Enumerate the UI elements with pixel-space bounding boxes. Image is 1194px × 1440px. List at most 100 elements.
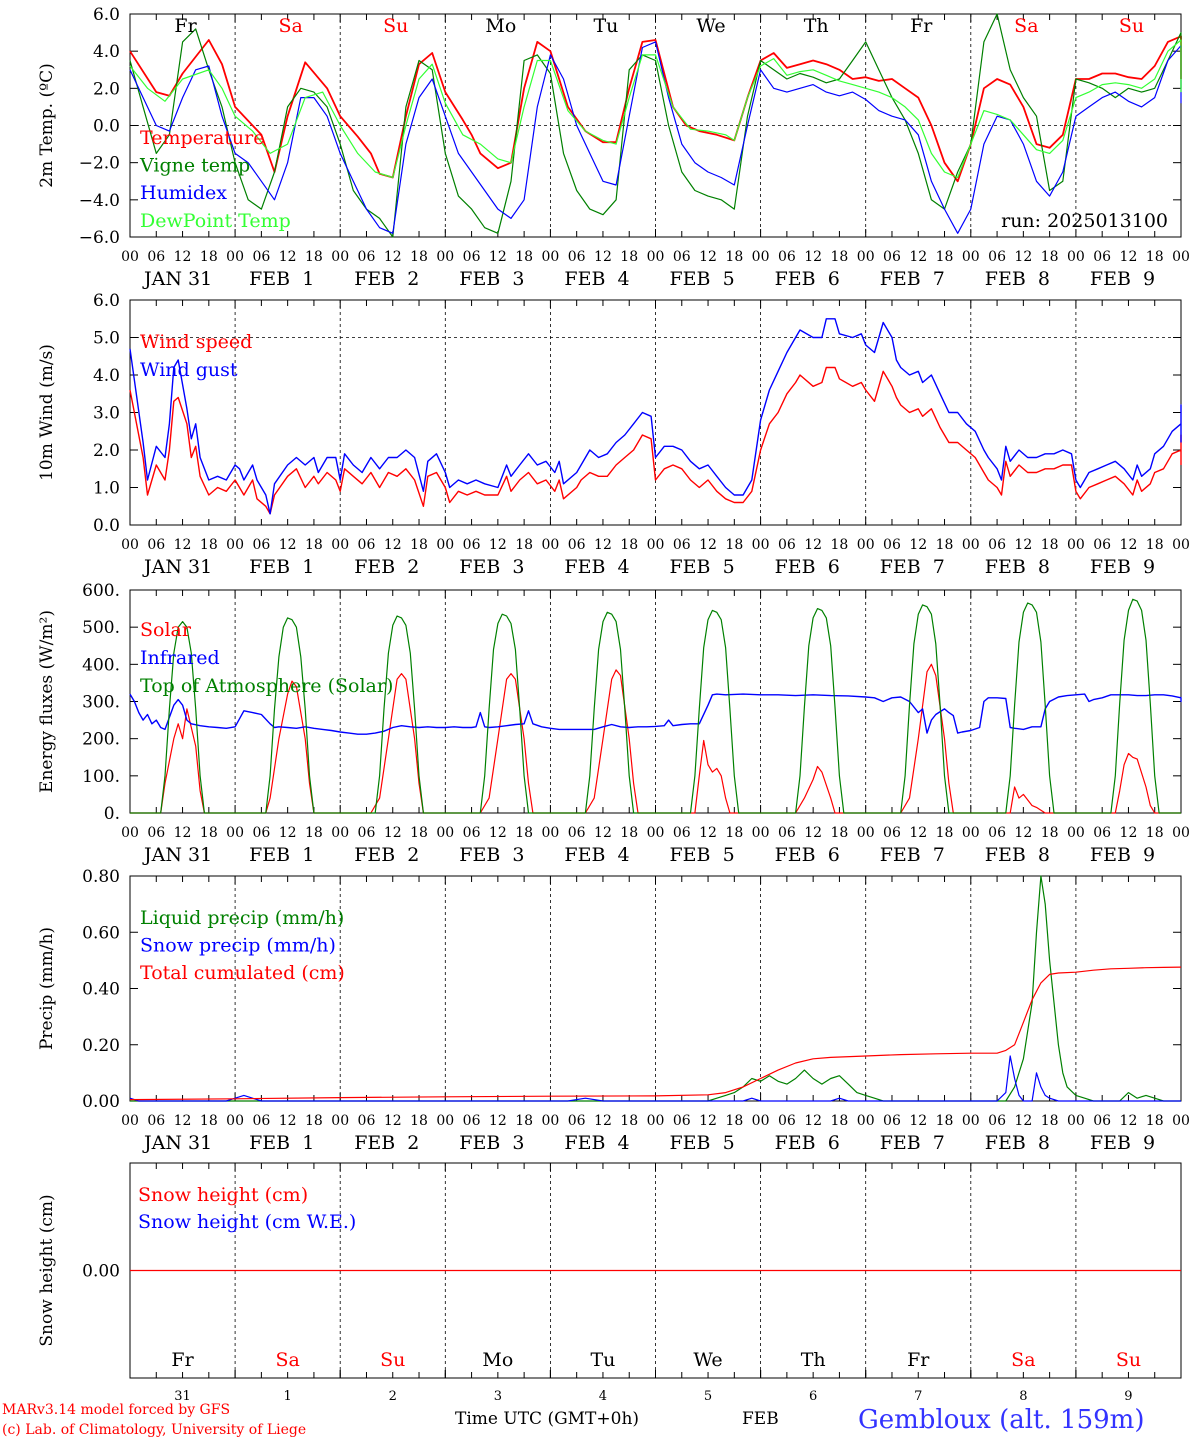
y-tick-label: 400. [82,655,120,675]
hour-tick-label: 00 [226,249,244,265]
series-line-top-of-atmosphere-solar- [130,598,1181,814]
hour-tick-label: 00 [436,249,454,265]
hour-tick-label: 06 [883,825,901,841]
legend-entry: Wind gust [140,359,238,381]
hour-tick-label: 12 [1120,249,1138,265]
hour-tick-label: 12 [279,1113,297,1129]
hour-tick-label: 18 [936,537,954,553]
day-label: FEB 2 [354,268,419,290]
hour-tick-label: 18 [620,537,638,553]
hour-tick-label: 00 [121,1113,139,1129]
day-label: FEB 3 [459,268,524,290]
day-label: FEB 2 [354,1132,419,1154]
hour-tick-label: 00 [647,1113,665,1129]
y-tick-label: 1.0 [93,479,120,499]
hour-tick-label: 12 [804,537,822,553]
y-tick-label: 6.0 [93,5,120,25]
hour-tick-label: 00 [857,537,875,553]
y-tick-label: 0.40 [82,980,120,1000]
model-credit: MARv3.14 model forced by GFS [2,1402,230,1418]
weekday-label-top: Sa [1014,15,1038,37]
hour-tick-label: 06 [883,1113,901,1129]
weekday-label-top: Tu [593,15,618,37]
y-axis-label: 10m Wind (m/s) [37,344,57,481]
panel-2: 6.0 5.0 4.0 3.0 2.0 1.0 0.0 10m Wind (m/s) Wind … [37,291,1190,578]
hour-tick-label: 06 [252,825,270,841]
y-tick-label: 500. [82,618,120,638]
hour-tick-label: 00 [1172,825,1190,841]
legend-entry: Infrared [140,647,220,669]
day-label: FEB 3 [459,1132,524,1154]
hour-tick-label: 00 [121,537,139,553]
hour-tick-label: 12 [699,537,717,553]
day-label: FEB 3 [459,844,524,866]
hour-tick-label: 12 [699,825,717,841]
hour-tick-label: 00 [962,825,980,841]
hour-tick-label: 00 [331,537,349,553]
hour-tick-label: 18 [620,1113,638,1129]
weekday-label-bottom: Sa [275,1349,299,1371]
day-number-label: 1 [284,1389,292,1404]
series-line-vigne-temp [129,13,1182,238]
hour-tick-label: 18 [200,825,218,841]
day-label: FEB 1 [249,844,314,866]
hour-tick-label: 00 [541,825,559,841]
day-label: FEB 7 [880,844,945,866]
hour-tick-label: 12 [909,825,927,841]
y-tick-label: 2.0 [93,441,120,461]
hour-tick-label: 06 [883,249,901,265]
hour-tick-label: 06 [568,825,586,841]
hour-tick-label: 12 [384,249,402,265]
lab-credit: (c) Lab. of Climatology, University of L… [2,1422,306,1438]
month-label: FEB [742,1409,779,1429]
hour-tick-label: 00 [752,249,770,265]
hour-tick-label: 00 [226,1113,244,1129]
weekday-label-top: Th [804,15,829,37]
hour-tick-label: 00 [752,1113,770,1129]
day-label: JAN 31 [142,268,212,290]
y-axis-label: 2m Temp. (ºC) [37,63,57,188]
y-tick-label: 0.80 [82,867,120,887]
y-tick-label: 0.00 [82,1092,120,1112]
hour-tick-label: 12 [699,249,717,265]
weekday-label-bottom: Mo [482,1349,513,1371]
hour-tick-label: 18 [725,825,743,841]
hour-tick-label: 12 [909,537,927,553]
legend-entry: Liquid precip (mm/h) [140,907,344,929]
y-tick-label: 4.0 [93,42,120,62]
hour-tick-label: 18 [831,537,849,553]
panel-5: 0.00 Snow height (cm) Snow height (cm) Snow… [37,1162,1182,1379]
series-line-dewpoint-temp [129,39,1182,179]
day-label: JAN 31 [142,1132,212,1154]
hour-tick-label: 00 [857,1113,875,1129]
legend-entry: Snow precip (mm/h) [140,935,336,957]
hour-tick-label: 12 [489,1113,507,1129]
hour-tick-label: 00 [226,825,244,841]
hour-tick-label: 18 [1146,1113,1164,1129]
hour-tick-label: 00 [331,825,349,841]
hour-tick-label: 00 [752,825,770,841]
hour-tick-label: 00 [541,537,559,553]
hour-tick-label: 18 [410,825,428,841]
hour-tick-label: 12 [909,249,927,265]
hour-tick-label: 06 [1093,249,1111,265]
y-tick-label: 100. [82,767,120,787]
hour-tick-label: 00 [331,249,349,265]
day-number-label: 7 [914,1389,922,1404]
hour-tick-label: 18 [200,1113,218,1129]
weekday-label-bottom: Th [801,1349,826,1371]
panel-1: 6.0 4.0 2.0 0.0 −2.0 −4.0 −6.0 2m Temp. (ºC) Tem… [37,5,1190,290]
day-label: FEB 9 [1090,268,1155,290]
hour-tick-label: 18 [410,1113,428,1129]
day-label: FEB 6 [775,844,840,866]
day-label: JAN 31 [142,844,212,866]
y-tick-label: 0. [104,804,120,824]
hour-tick-label: 18 [200,537,218,553]
hour-tick-label: 06 [568,537,586,553]
day-label: FEB 5 [670,268,735,290]
legend-entry: Wind speed [140,331,252,353]
y-tick-label: 300. [82,693,120,713]
hour-tick-label: 18 [1041,1113,1059,1129]
hour-tick-label: 06 [358,825,376,841]
hour-tick-label: 06 [988,825,1006,841]
